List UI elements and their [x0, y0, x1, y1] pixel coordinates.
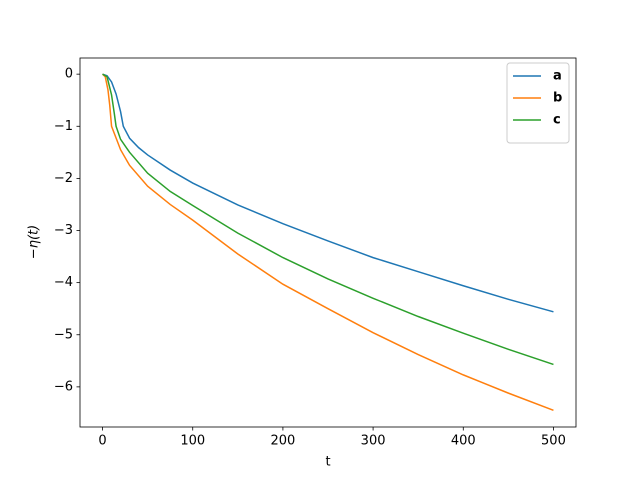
line-series [102, 73, 554, 366]
y-axis-label: −η(t) [27, 225, 42, 259]
x-axis-label: t [325, 455, 330, 470]
legend-label: b [553, 91, 562, 106]
plot-frame [79, 57, 577, 428]
y-tick-label: −1 [54, 119, 73, 134]
x-tick-label: 200 [270, 434, 295, 449]
y-tick-label: −5 [54, 327, 73, 342]
legend-box [506, 62, 570, 144]
line-series [102, 73, 554, 412]
y-tick-label: −2 [54, 171, 73, 186]
x-tick-label: 300 [361, 434, 386, 449]
x-tick-label: 100 [180, 434, 205, 449]
y-tick-label: −3 [54, 223, 73, 238]
y-tick-label: −6 [54, 379, 73, 394]
x-tick-label: 400 [451, 434, 476, 449]
x-tick-label: 0 [98, 434, 106, 449]
line-series [102, 73, 554, 313]
y-tick-label: 0 [65, 67, 73, 82]
y-tick-label: −4 [54, 275, 73, 290]
legend-label: a [553, 69, 562, 84]
x-tick-label: 500 [541, 434, 566, 449]
legend-label: c [553, 113, 561, 128]
